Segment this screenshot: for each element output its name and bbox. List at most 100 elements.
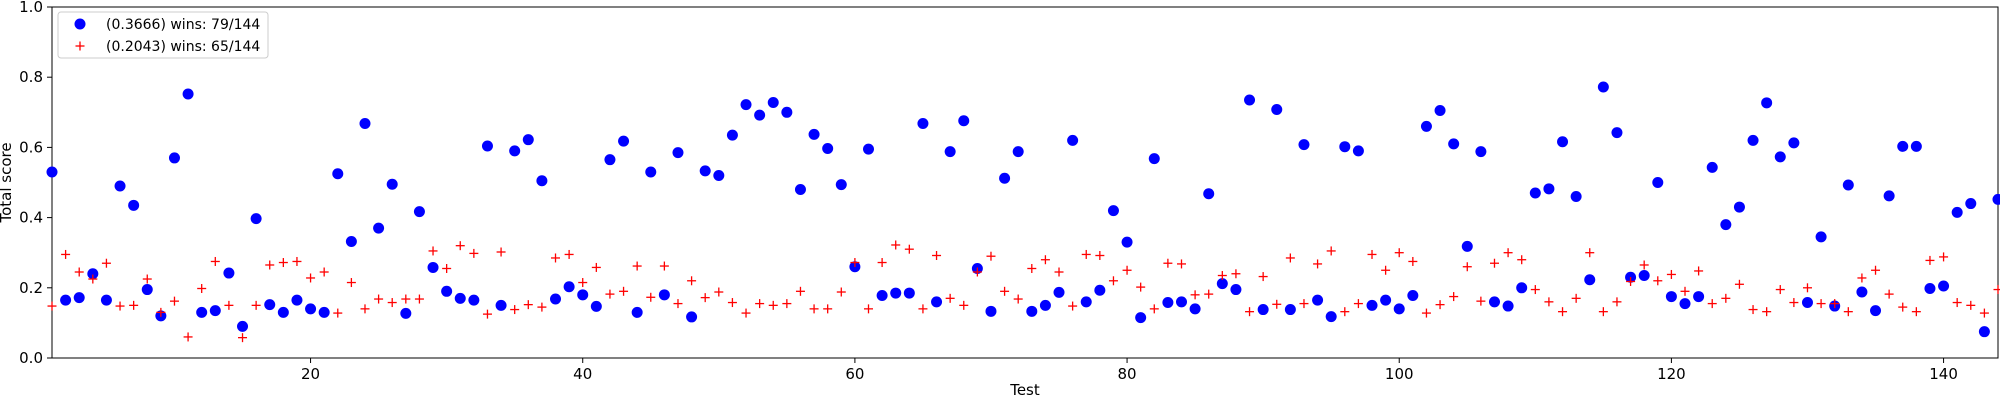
data-point	[1340, 307, 1350, 317]
x-tick-label: 120	[1657, 365, 1686, 383]
data-point	[1313, 259, 1323, 269]
data-point	[618, 135, 630, 147]
data-point	[1054, 267, 1064, 277]
legend-label-series-1: (0.3666) wins: 79/144	[106, 17, 260, 33]
data-point	[1013, 294, 1023, 304]
legend-marker-plus	[75, 41, 85, 51]
data-point	[61, 249, 71, 259]
series-2	[47, 240, 2000, 343]
data-point	[129, 300, 139, 310]
data-point	[632, 261, 642, 271]
data-point	[1448, 138, 1460, 150]
data-point	[699, 165, 711, 177]
data-point	[768, 300, 778, 310]
data-point	[1257, 304, 1269, 316]
data-point	[1557, 136, 1569, 148]
data-point	[1611, 127, 1623, 139]
data-point	[47, 301, 57, 311]
data-point	[346, 278, 356, 288]
data-point	[1789, 298, 1799, 308]
data-point	[727, 298, 737, 308]
data-point	[1190, 290, 1200, 300]
data-point	[1584, 274, 1596, 286]
data-point	[1027, 263, 1037, 273]
data-point	[141, 284, 153, 296]
data-point	[687, 276, 697, 286]
x-tick-label: 80	[1118, 365, 1137, 383]
data-point	[740, 99, 752, 111]
data-point	[959, 300, 969, 310]
legend-circle	[74, 18, 86, 30]
y-axis: 0.0 0.2 0.4 0.6 0.8 1.0	[19, 0, 52, 367]
data-point	[673, 299, 683, 309]
data-point	[1067, 134, 1079, 146]
data-point	[1393, 303, 1405, 315]
data-point	[1461, 240, 1473, 252]
data-point	[1366, 299, 1378, 311]
data-point	[1883, 190, 1895, 202]
data-point	[1163, 258, 1173, 268]
data-point	[1449, 292, 1459, 302]
data-point	[1543, 183, 1555, 195]
data-point	[1721, 293, 1731, 303]
data-point	[1597, 81, 1609, 93]
data-point	[168, 152, 180, 164]
data-point	[414, 294, 424, 304]
data-point	[1462, 262, 1472, 272]
data-point	[1353, 299, 1363, 309]
data-point	[238, 333, 248, 343]
data-point	[1938, 280, 1950, 292]
y-tick-label: 0.0	[19, 349, 43, 367]
data-point	[782, 299, 792, 309]
data-point	[1108, 276, 1118, 286]
x-tick-label: 20	[301, 365, 320, 383]
data-point	[1435, 300, 1445, 310]
data-point	[1993, 285, 2000, 295]
data-point	[850, 258, 860, 268]
data-point	[142, 274, 152, 284]
data-point	[481, 140, 493, 152]
data-point	[1012, 146, 1024, 158]
data-point	[1788, 137, 1800, 149]
data-point	[359, 118, 371, 130]
data-point	[1598, 307, 1608, 317]
legend-box	[57, 11, 269, 59]
x-tick-label: 100	[1385, 365, 1414, 383]
data-point	[1762, 307, 1772, 317]
data-point	[726, 129, 738, 141]
data-point	[509, 145, 521, 157]
data-point	[156, 307, 166, 317]
data-point	[1992, 193, 2000, 205]
data-point	[1175, 296, 1187, 308]
data-point	[1312, 294, 1324, 306]
data-point	[1626, 276, 1636, 286]
data-point	[237, 320, 249, 332]
data-point	[1544, 297, 1554, 307]
data-point	[278, 258, 288, 268]
x-tick-label: 140	[1929, 365, 1958, 383]
data-point	[1136, 282, 1146, 292]
data-point	[1381, 265, 1391, 275]
data-point	[1517, 255, 1527, 265]
data-point	[1570, 191, 1582, 203]
data-point	[169, 296, 179, 306]
data-point	[522, 134, 534, 146]
data-point	[767, 96, 779, 108]
data-point	[1816, 299, 1826, 309]
data-point	[944, 146, 956, 158]
data-point	[1189, 303, 1201, 315]
data-point	[1871, 265, 1881, 275]
data-point	[551, 253, 561, 263]
legend: (0.3666) wins: 79/144 (0.2043) wins: 65/…	[57, 11, 269, 59]
data-point	[1978, 326, 1990, 338]
legend-marker-circle	[74, 18, 86, 30]
data-point	[605, 289, 615, 299]
data-point	[482, 309, 492, 319]
data-point	[835, 179, 847, 191]
data-point	[1693, 291, 1705, 303]
data-point	[1679, 298, 1691, 310]
data-point	[904, 244, 914, 254]
data-point	[413, 206, 425, 218]
data-point	[1339, 141, 1351, 153]
data-point	[1707, 299, 1717, 309]
